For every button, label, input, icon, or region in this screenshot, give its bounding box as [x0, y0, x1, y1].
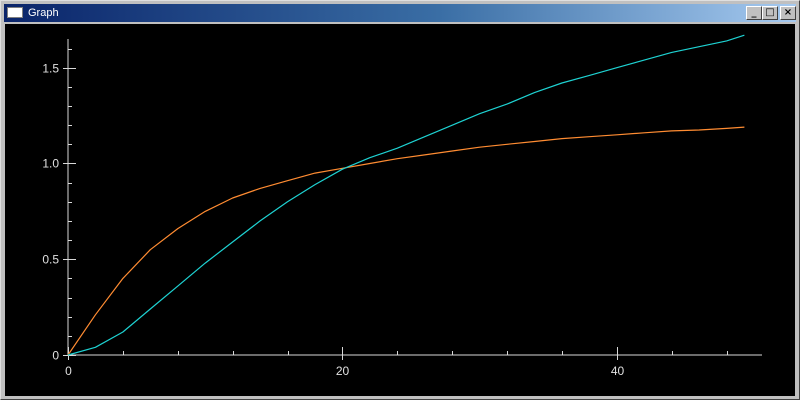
window-title: Graph [28, 7, 59, 19]
maximize-button[interactable]: □ [762, 6, 778, 20]
y-tick-label: 0 [52, 349, 59, 363]
title-bar[interactable]: Graph _ □ × [4, 4, 796, 22]
ticks: 0 20 40 0 0.5 1.0 1.5 [42, 49, 728, 378]
y-tick-label: 0.5 [42, 253, 59, 267]
x-tick-label: 40 [611, 364, 625, 378]
minimize-icon: _ [751, 7, 757, 18]
x-tick-label: 0 [65, 364, 72, 378]
window-app-icon [7, 7, 23, 18]
y-tick-label: 1.0 [42, 157, 59, 171]
maximize-icon: □ [765, 7, 775, 18]
line-chart: 0 20 40 0 0.5 1.0 1.5 [42, 34, 762, 378]
minimize-button[interactable]: _ [746, 6, 762, 20]
axes [67, 39, 762, 356]
series-group [67, 34, 745, 356]
close-button[interactable]: × [780, 6, 796, 20]
series-line-1 [67, 126, 745, 356]
x-tick-label: 20 [336, 364, 350, 378]
y-tick-label: 1.5 [42, 62, 59, 76]
chart-area: 0 20 40 0 0.5 1.0 1.5 [5, 24, 795, 396]
series-line-2 [67, 34, 745, 356]
close-icon: × [783, 7, 793, 18]
